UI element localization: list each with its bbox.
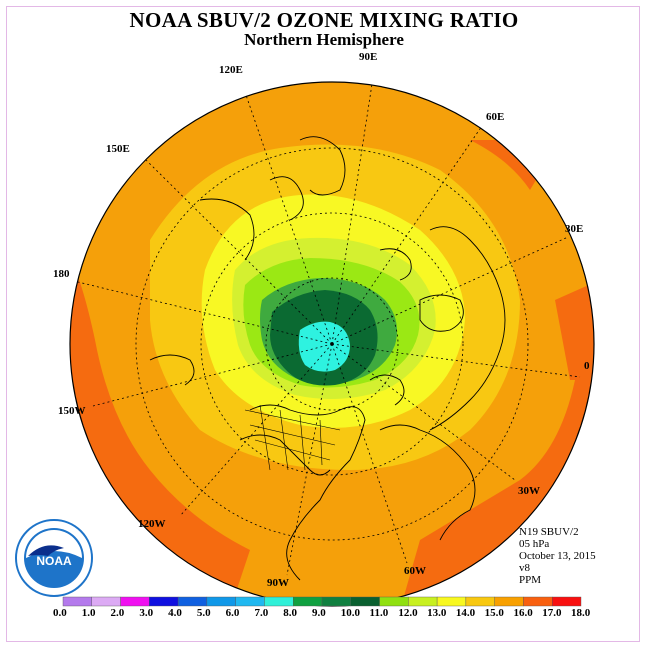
lon-label-120w: 120W [138, 518, 166, 530]
logo-text: NOAA [36, 554, 72, 568]
colorbar-tick-label: 14.0 [455, 607, 476, 619]
chart-subtitle: Northern Hemisphere [244, 30, 404, 49]
colorbar-swatch [120, 596, 150, 607]
colorbar-swatch [436, 596, 467, 607]
info-instrument: N19 SBUV/2 [519, 526, 579, 538]
colorbar-tick-label: 16.0 [513, 607, 533, 619]
colorbar-tick-label: 18.0 [571, 607, 591, 619]
lon-label-30e: 30E [565, 223, 584, 235]
ozone-band-7-8 [298, 321, 350, 372]
info-date: October 13, 2015 [519, 550, 596, 562]
colorbar-swatch [264, 596, 294, 607]
colorbar-swatch [465, 596, 495, 607]
us-state-lines [244, 404, 341, 471]
lon-label-120e: 120E [219, 64, 243, 76]
data-info: N19 SBUV/2 05 hPa October 13, 2015 v8 PP… [519, 526, 596, 586]
colorbar-tick-label: 6.0 [225, 607, 240, 619]
coastlines [149, 136, 506, 581]
colorbar-tick-label: 1.0 [81, 607, 96, 619]
colorbar-swatch [206, 596, 236, 607]
lon-label-90w: 90W [267, 577, 289, 589]
colorbar-swatch [321, 596, 351, 607]
colorbar-swatch [552, 596, 582, 607]
colorbar-swatch [494, 596, 524, 607]
graticule [77, 83, 581, 576]
colorbar-tick-label: 13.0 [427, 607, 447, 619]
colorbar-swatch [523, 596, 553, 607]
colorbar-swatch [235, 596, 265, 607]
lon-label-60w: 60W [404, 565, 426, 577]
colorbar-tick-label: 2.0 [110, 607, 125, 619]
colorbar-swatch [379, 596, 409, 607]
info-unit: PPM [519, 574, 542, 586]
colorbar-swatch [350, 596, 380, 607]
lon-label-60e: 60E [486, 111, 505, 123]
colorbar-tick-label: 11.0 [369, 607, 389, 619]
lon-label-30w: 30W [518, 485, 540, 497]
lon-label-90e: 90E [359, 51, 378, 63]
colorbar-tick-label: 8.0 [283, 607, 297, 619]
colorbar-swatch [293, 596, 323, 607]
colorbar [62, 596, 582, 607]
info-version: v8 [519, 562, 530, 574]
colorbar-tick-label: 4.0 [168, 607, 182, 619]
colorbar-swatch [408, 596, 438, 607]
colorbar-swatch [149, 596, 179, 607]
colorbar-tick-label: 3.0 [139, 607, 154, 619]
noaa-logo: NOAA [15, 519, 93, 597]
chart-title: NOAA SBUV/2 OZONE MIXING RATIO [129, 8, 519, 32]
colorbar-swatch [62, 596, 92, 607]
colorbar-tick-label: 0.0 [53, 607, 67, 619]
colorbar-tick-label: 12.0 [398, 607, 418, 619]
lon-label-150w: 150W [58, 405, 86, 417]
colorbar-tick-label: 17.0 [542, 607, 562, 619]
colorbar-tick-label: 15.0 [484, 607, 504, 619]
ozone-band-15-16-east2 [555, 280, 594, 380]
colorbar-swatch [91, 596, 121, 607]
colorbar-tick-label: 10.0 [340, 607, 361, 619]
colorbar-tick-label: 5.0 [196, 607, 211, 619]
lon-label-180: 180 [53, 268, 70, 280]
info-pressure-level: 05 hPa [519, 538, 550, 550]
colorbar-tick-label: 9.0 [312, 607, 326, 619]
colorbar-swatch [177, 596, 208, 607]
lon-label-150e: 150E [106, 143, 130, 155]
lon-label-0: 0 [584, 360, 590, 372]
colorbar-tick-label: 7.0 [254, 607, 269, 619]
figure-border [6, 6, 640, 642]
